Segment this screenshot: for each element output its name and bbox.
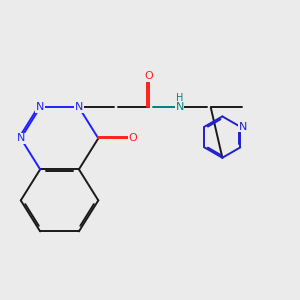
Text: N: N — [16, 134, 25, 143]
Text: N: N — [75, 102, 83, 112]
Text: N: N — [36, 102, 44, 112]
Text: N: N — [176, 102, 184, 112]
Text: O: O — [144, 71, 153, 81]
Text: H: H — [176, 93, 183, 103]
Text: N: N — [239, 122, 247, 132]
Text: O: O — [129, 134, 138, 143]
